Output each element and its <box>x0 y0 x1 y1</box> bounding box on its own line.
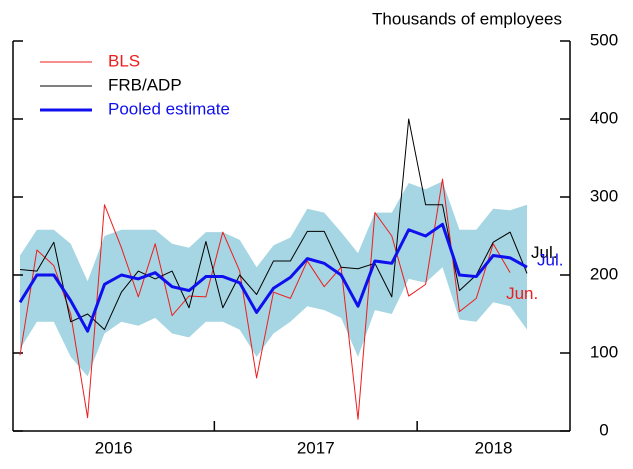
series-line <box>19 178 511 420</box>
end-label: Jul. <box>537 251 563 270</box>
series-line <box>19 118 528 331</box>
x-tick-label: 2017 <box>297 438 335 457</box>
legend-label: BLS <box>108 51 140 70</box>
y-tick-label: 300 <box>590 186 618 205</box>
y-tick-label: 400 <box>590 108 618 127</box>
x-tick-label: 2016 <box>95 438 133 457</box>
end-label: Jul. <box>531 243 557 262</box>
y-tick-label: 0 <box>599 420 608 439</box>
series-line <box>18 222 528 333</box>
y-tick-label: 500 <box>590 30 618 49</box>
y-axis-label: Thousands of employees <box>372 9 562 28</box>
y-tick-label: 200 <box>590 264 618 283</box>
end-label: Jun. <box>506 284 538 303</box>
legend-label: FRB/ADP <box>108 75 182 94</box>
y-tick-label: 100 <box>590 342 618 361</box>
confidence-band <box>20 181 527 377</box>
x-tick-label: 2018 <box>475 438 513 457</box>
legend-label: Pooled estimate <box>108 99 230 118</box>
